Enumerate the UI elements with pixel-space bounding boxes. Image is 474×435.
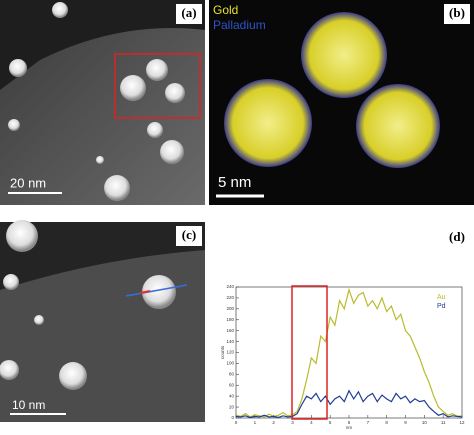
scale-bar-label: 10 nm	[12, 398, 45, 412]
legend-label: Palladium	[213, 18, 266, 32]
y-tick-label: 240	[226, 284, 234, 289]
y-tick-label: 100	[226, 361, 234, 366]
panel-a: (a) 20 nm	[0, 0, 205, 205]
x-tick-label: 2	[272, 420, 275, 425]
y-tick-label: 40	[229, 393, 235, 398]
scale-bar-label: 20 nm	[10, 175, 46, 190]
y-tick-label: 160	[226, 328, 234, 333]
panel-label: (a)	[181, 5, 196, 20]
y-tick-label: 200	[226, 306, 234, 311]
y-tick-label: 80	[229, 372, 235, 377]
x-tick-label: 8	[385, 420, 388, 425]
plot-frame	[235, 286, 463, 419]
x-tick-label: 5	[329, 420, 332, 425]
series-line	[235, 389, 463, 419]
y-tick-label: 60	[229, 382, 235, 387]
scale-bar-label: 5 nm	[218, 174, 251, 191]
y-tick-label: 220	[226, 295, 234, 300]
y-tick-label: 20	[229, 404, 235, 409]
legend-label: Au	[437, 294, 446, 301]
panel-c: (c) 10 nm	[0, 220, 205, 422]
x-axis-label: nm	[346, 425, 353, 430]
x-tick-label: 4	[310, 420, 313, 425]
panel-label: (d)	[449, 229, 465, 244]
panel-label: (b)	[449, 5, 465, 20]
panel-label: (c)	[182, 227, 196, 242]
x-tick-label: 10	[422, 420, 428, 425]
panel-d: (d)	[449, 229, 465, 244]
y-tick-label: 140	[226, 339, 234, 344]
series-line	[235, 287, 463, 418]
y-axis-label: counts	[220, 345, 225, 359]
panel-b: (b) Gold Palladium 5 nm	[209, 0, 474, 205]
x-tick-label: 3	[291, 420, 294, 425]
legend-label: Pd	[437, 303, 446, 310]
x-tick-label: 1	[254, 420, 257, 425]
x-tick-label: 7	[367, 420, 370, 425]
highlight-box	[291, 285, 328, 420]
legend-label: Gold	[213, 3, 238, 17]
x-tick-label: 12	[459, 420, 465, 425]
y-tick-label: 0	[231, 415, 234, 420]
y-tick-label: 120	[226, 350, 234, 355]
x-tick-label: 0	[235, 420, 238, 425]
y-tick-label: 180	[226, 317, 234, 322]
x-tick-label: 9	[404, 420, 407, 425]
x-tick-label: 6	[348, 420, 351, 425]
x-tick-label: 11	[441, 420, 446, 425]
